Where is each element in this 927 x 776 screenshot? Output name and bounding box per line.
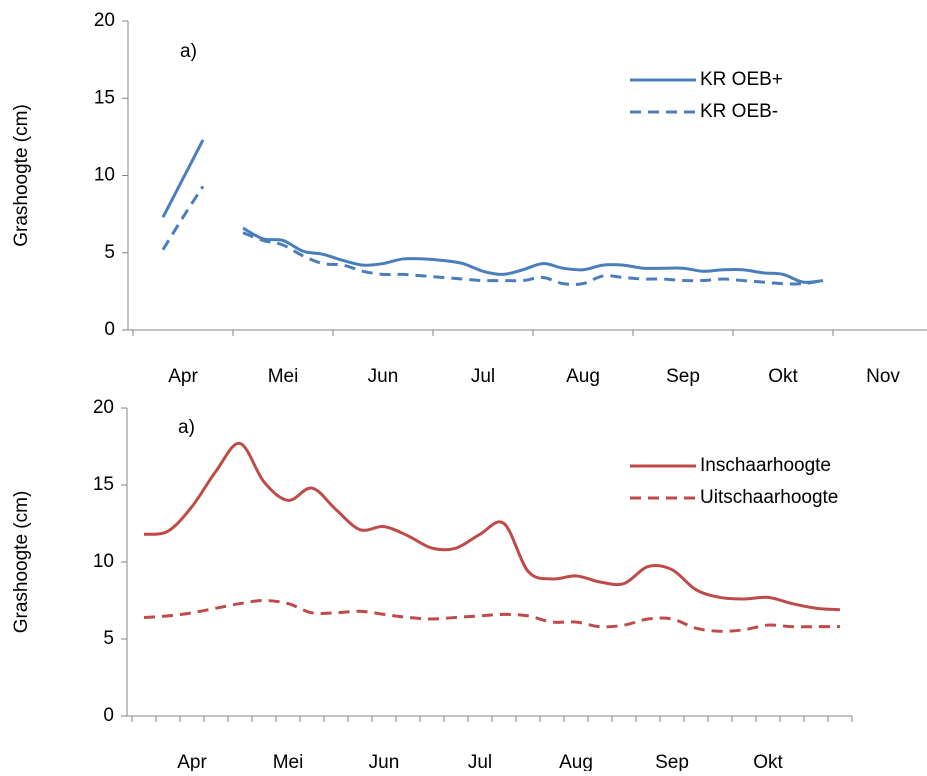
- y-tick-label: 15: [94, 87, 115, 108]
- x-tick-label: Jun: [368, 366, 399, 387]
- x-tick-label: Jun: [369, 752, 400, 771]
- y-tick-label: 15: [93, 474, 114, 495]
- series-line: [161, 139, 205, 218]
- y-tick-label: 5: [104, 242, 115, 263]
- y-tick-label: 0: [104, 319, 115, 340]
- x-tick-label: Apr: [168, 366, 198, 387]
- y-tick-label: 5: [103, 628, 114, 649]
- y-tick-label: 0: [103, 705, 114, 726]
- series-line: [143, 441, 841, 612]
- series-line: [161, 185, 205, 251]
- y-axis-label: Grashoogte (cm): [11, 104, 32, 247]
- x-tick-label: Sep: [655, 752, 689, 771]
- y-tick-label: 10: [94, 165, 115, 186]
- x-tick-label: Aug: [559, 752, 593, 771]
- series-line: [242, 226, 824, 284]
- y-tick-label: 20: [94, 10, 115, 31]
- x-tick-label: Apr: [177, 752, 207, 771]
- y-axis-label: Grashoogte (cm): [11, 491, 32, 634]
- legend-label: Inschaarhoogte: [700, 455, 831, 476]
- x-tick-label: Jul: [471, 366, 495, 387]
- y-tick-label: 10: [93, 551, 114, 572]
- x-tick-label: Sep: [666, 366, 700, 387]
- y-tick-label: 20: [93, 397, 114, 418]
- annotation: a): [178, 417, 195, 438]
- legend-label: KR OEB+: [700, 69, 783, 90]
- x-tick-label: Nov: [866, 366, 900, 387]
- x-tick-label: Jul: [468, 752, 492, 771]
- x-tick-label: Okt: [768, 366, 798, 387]
- series-line: [242, 231, 824, 287]
- series-line: [143, 598, 840, 633]
- x-tick-label: Aug: [566, 366, 600, 387]
- x-tick-label: Okt: [753, 752, 783, 771]
- x-tick-label: Mei: [273, 752, 304, 771]
- legend-label: Uitschaarhoogte: [700, 487, 838, 508]
- legend-label: KR OEB-: [700, 101, 778, 122]
- annotation: a): [180, 41, 197, 62]
- x-tick-label: Mei: [268, 366, 299, 387]
